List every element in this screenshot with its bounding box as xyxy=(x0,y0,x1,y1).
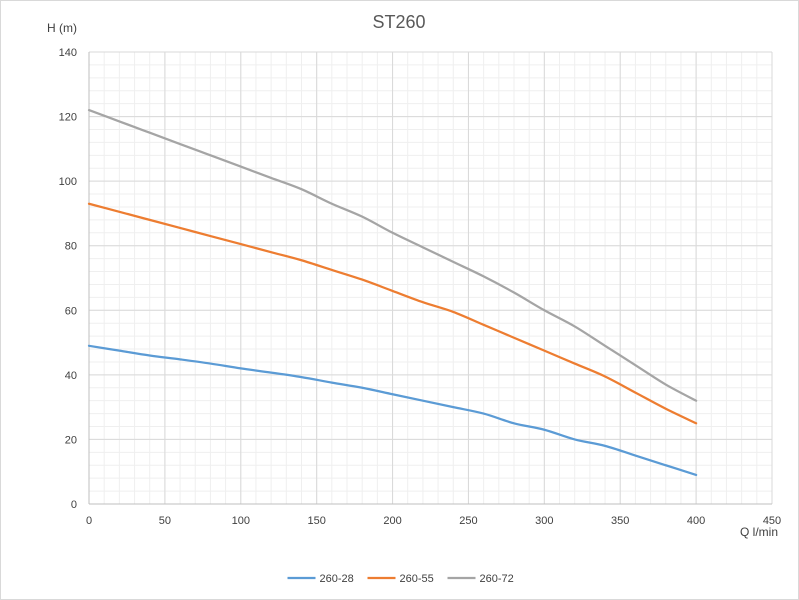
x-tick-label: 100 xyxy=(232,515,250,527)
series-line-260-55 xyxy=(87,202,698,425)
series-line-260-28 xyxy=(87,344,698,477)
legend-label-260-72: 260-72 xyxy=(480,573,514,585)
x-tick-label: 50 xyxy=(159,515,171,527)
x-tick-label: 200 xyxy=(383,515,401,527)
x-tick-label: 350 xyxy=(611,515,629,527)
y-tick-label: 120 xyxy=(59,112,77,124)
x-tick-label: 450 xyxy=(763,515,781,527)
x-tick-label: 250 xyxy=(459,515,477,527)
y-axis-label: H (m) xyxy=(47,21,77,35)
y-tick-label: 0 xyxy=(71,499,77,511)
legend-label-260-28: 260-28 xyxy=(320,573,354,585)
x-tick-label: 400 xyxy=(687,515,705,527)
y-tick-label: 60 xyxy=(65,305,77,317)
y-tick-label: 20 xyxy=(65,434,77,446)
x-tick-label: 150 xyxy=(307,515,325,527)
axes xyxy=(88,52,772,505)
x-tick-label: 300 xyxy=(535,515,553,527)
series-line-260-72 xyxy=(87,108,698,402)
x-tick-label: 0 xyxy=(86,515,92,527)
y-tick-label: 140 xyxy=(59,47,77,59)
y-tick-label: 40 xyxy=(65,370,77,382)
series-lines xyxy=(87,108,698,477)
y-tick-label: 100 xyxy=(59,176,77,188)
legend: 260-28 260-55 260-72 xyxy=(287,573,514,585)
legend-label-260-55: 260-55 xyxy=(400,573,434,585)
tick-labels: 0 20 40 60 80 100 120 140 0 50 100 150 200 250 300 350 4… xyxy=(59,47,782,527)
x-axis-label: Q l/min xyxy=(740,525,778,539)
y-tick-label: 80 xyxy=(65,241,77,253)
chart-title: ST260 xyxy=(372,12,425,32)
grid xyxy=(88,51,773,505)
